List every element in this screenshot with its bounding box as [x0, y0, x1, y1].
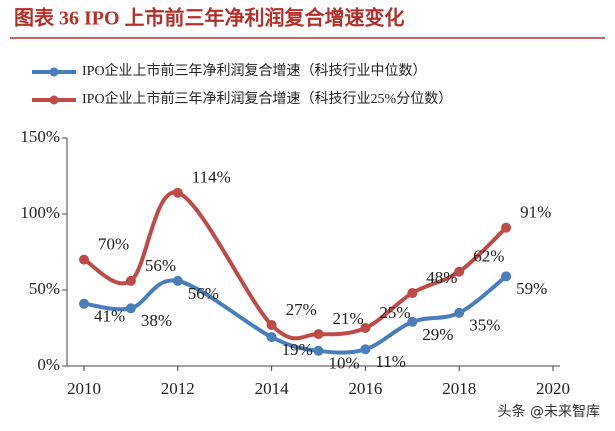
data-label: 38% [141, 311, 172, 330]
point [407, 288, 418, 299]
series-line [82, 190, 508, 341]
point [360, 344, 371, 355]
data-label: 21% [333, 309, 364, 328]
point [172, 275, 183, 286]
point [454, 266, 465, 277]
data-label: 10% [329, 354, 360, 373]
y-tick-label: 50% [29, 279, 60, 298]
point [407, 316, 418, 327]
data-label: 29% [422, 325, 453, 344]
point [266, 332, 277, 343]
data-label: 11% [375, 352, 406, 371]
data-label: 56% [188, 284, 219, 303]
data-label: 48% [426, 268, 457, 287]
series-line [83, 274, 508, 355]
x-tick-label: 2018 [442, 379, 476, 398]
y-tick-label: 150% [20, 127, 60, 146]
data-label: 114% [192, 168, 231, 187]
point [79, 298, 89, 309]
x-tick-label: 2016 [348, 379, 382, 398]
point [313, 345, 324, 356]
point [172, 187, 183, 198]
chart-title: 图表 36 IPO 上市前三年净利润复合增速变化 [14, 6, 405, 30]
point [360, 323, 371, 333]
legend-marker [49, 67, 59, 77]
point [79, 254, 89, 265]
legend-label: IPO企业上市前三年净利润复合增速（科技行业中位数） [82, 62, 427, 79]
data-label: 91% [520, 203, 551, 222]
point [266, 319, 277, 330]
y-tick-label: 0% [37, 355, 60, 374]
data-label: 27% [286, 300, 317, 319]
x-tick-label: 2020 [536, 379, 570, 398]
point [501, 222, 512, 233]
legend-marker [49, 95, 59, 105]
x-tick-label: 2014 [255, 379, 290, 398]
point [125, 275, 136, 286]
y-tick-label: 100% [20, 203, 60, 222]
data-label: 35% [469, 316, 500, 335]
point [313, 329, 324, 340]
point [454, 307, 465, 318]
watermark: 头条 @未来智库 [498, 403, 600, 420]
point [501, 271, 512, 282]
data-label: 70% [98, 235, 129, 254]
data-label: 56% [145, 256, 176, 275]
legend-label: IPO企业上市前三年净利润复合增速（科技行业25%分位数） [82, 90, 452, 107]
x-tick-label: 2012 [161, 379, 195, 398]
data-label: 59% [516, 279, 547, 298]
data-label: 41% [94, 307, 125, 326]
data-label: 25% [379, 303, 410, 322]
data-label: 19% [282, 340, 313, 359]
point [125, 303, 136, 314]
data-label: 62% [473, 247, 504, 266]
x-tick-label: 2010 [67, 379, 101, 398]
